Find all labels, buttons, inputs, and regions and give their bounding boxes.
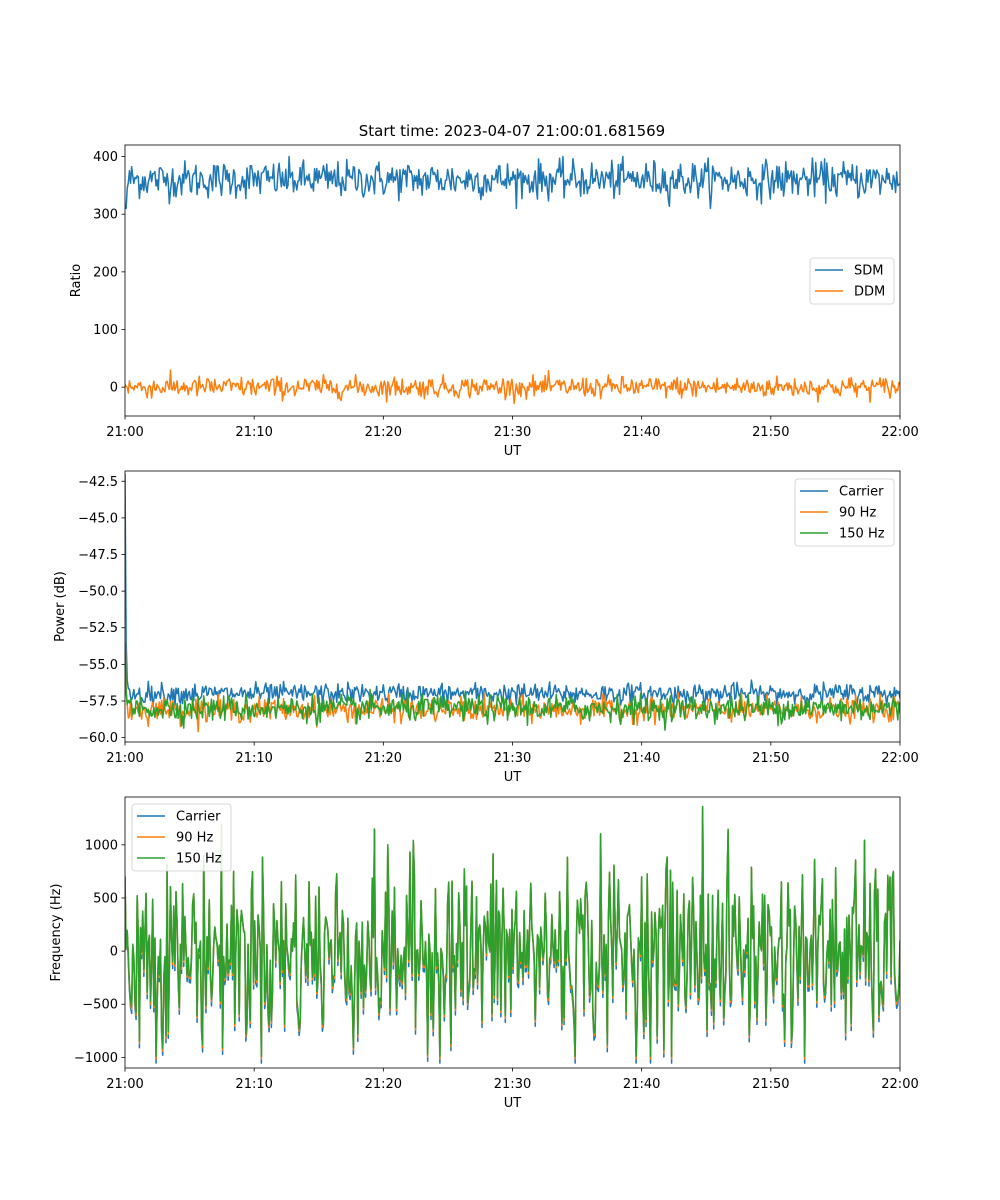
chart-title: Start time: 2023-04-07 21:00:01.681569 — [359, 122, 665, 140]
y-tick-label: −45.0 — [78, 511, 118, 526]
x-tick-label: 21:30 — [494, 751, 531, 766]
y-tick-label: −52.5 — [78, 621, 118, 636]
x-tick-label: 21:50 — [752, 425, 789, 440]
x-tick-label: 21:00 — [106, 1077, 143, 1092]
legend-entry: 90 Hz — [176, 831, 213, 846]
legend-entry: SDM — [854, 264, 883, 279]
legend-entry: 150 Hz — [176, 852, 222, 867]
x-tick-label: 21:20 — [365, 425, 402, 440]
y-tick-label: 100 — [93, 323, 118, 338]
x-tick-label: 21:10 — [235, 751, 272, 766]
legend: Carrier 90 Hz 150 Hz — [131, 803, 232, 872]
legend-entry: 150 Hz — [839, 527, 885, 542]
legend-entry: DDM — [854, 285, 885, 300]
x-tick-label: 21:00 — [106, 425, 143, 440]
x-tick-label: 21:00 — [106, 751, 143, 766]
x-axis-label: UT — [504, 1096, 522, 1111]
x-tick-label: 21:30 — [494, 1077, 531, 1092]
series-line-150-hz — [125, 805, 900, 1058]
y-tick-label: −55.0 — [78, 658, 118, 673]
y-tick-label: 200 — [93, 265, 118, 280]
series-line-ddm — [125, 369, 900, 405]
y-tick-label: 400 — [93, 150, 118, 165]
legend-entry: Carrier — [176, 810, 221, 825]
x-tick-label: 21:20 — [365, 1077, 402, 1092]
series-line-sdm — [125, 155, 900, 210]
x-tick-label: 22:00 — [881, 425, 918, 440]
y-tick-label: −42.5 — [78, 475, 118, 490]
x-tick-label: 21:10 — [235, 1077, 272, 1092]
y-tick-label: −50.0 — [78, 585, 118, 600]
y-tick-label: −47.5 — [78, 548, 118, 563]
y-tick-label: −500 — [82, 998, 118, 1013]
y-tick-label: 0 — [110, 945, 118, 960]
series-line-150-hz — [125, 642, 900, 731]
y-tick-label: 0 — [110, 381, 118, 396]
x-tick-label: 21:40 — [623, 751, 660, 766]
chart-panel-2: 21:00 21:10 21:20 21:30 21:40 21:50 22:00 −60.0… — [53, 470, 919, 785]
x-tick-label: 21:20 — [365, 751, 402, 766]
chart-panel-3: 21:00 21:10 21:20 21:30 21:40 21:50 22:00 −1000… — [49, 796, 919, 1111]
y-axis-label: Frequency (Hz) — [49, 883, 64, 981]
y-tick-label: 500 — [93, 891, 118, 906]
series-line-carrier — [125, 473, 900, 711]
y-tick-label: −60.0 — [78, 731, 118, 746]
chart-panel-1: 21:00 21:10 21:20 21:30 21:40 21:50 22:00 0 100 2… — [69, 144, 919, 459]
x-tick-label: 21:40 — [623, 425, 660, 440]
x-axis-label: UT — [504, 770, 522, 785]
x-tick-label: 21:40 — [623, 1077, 660, 1092]
y-tick-label: −57.5 — [78, 694, 118, 709]
legend-entry: Carrier — [839, 485, 884, 500]
x-axis-label: UT — [504, 444, 522, 459]
x-tick-label: 21:50 — [752, 1077, 789, 1092]
y-axis-label: Ratio — [69, 264, 84, 297]
x-tick-label: 21:50 — [752, 751, 789, 766]
x-tick-label: 22:00 — [881, 1077, 918, 1092]
legend: SDM DDM — [809, 257, 895, 305]
x-tick-label: 21:10 — [235, 425, 272, 440]
y-tick-label: 1000 — [85, 838, 118, 853]
x-tick-label: 22:00 — [881, 751, 918, 766]
y-axis-label: Power (dB) — [53, 571, 68, 642]
legend-entry: 90 Hz — [839, 506, 876, 521]
y-tick-label: −1000 — [74, 1051, 118, 1066]
legend: Carrier 90 Hz 150 Hz — [794, 478, 895, 547]
x-tick-label: 21:30 — [494, 425, 531, 440]
y-tick-label: 300 — [93, 208, 118, 223]
